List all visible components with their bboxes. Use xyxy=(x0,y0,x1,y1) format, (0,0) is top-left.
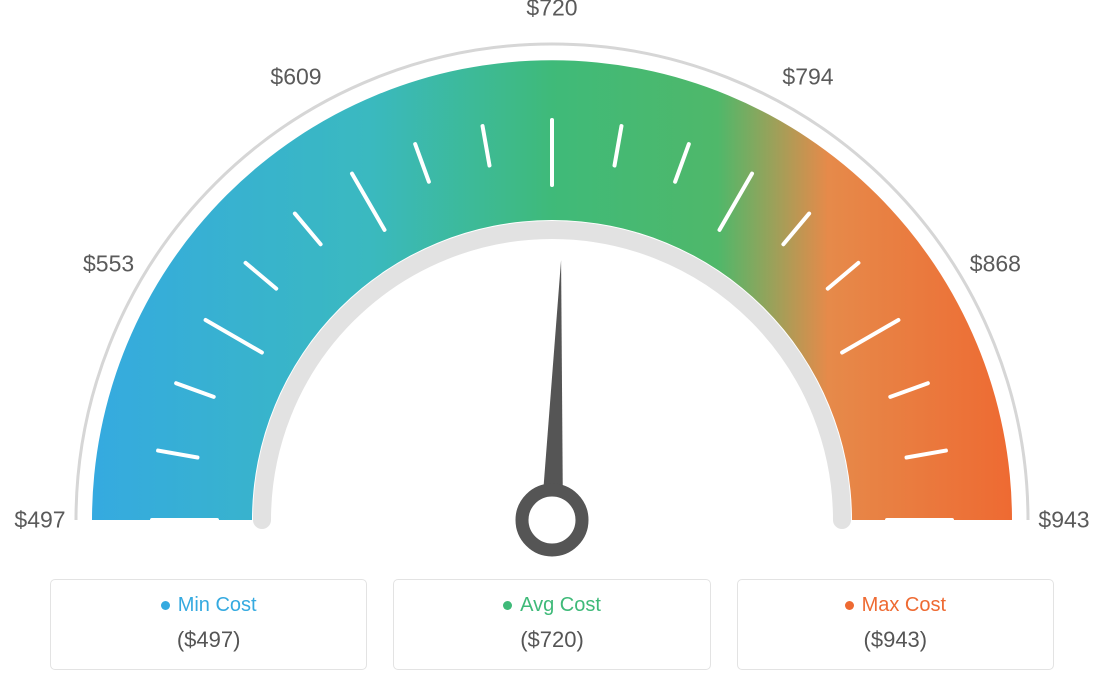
legend-value-max: ($943) xyxy=(748,627,1043,653)
gauge-tick-label: $943 xyxy=(1038,507,1089,534)
gauge-tick-label: $720 xyxy=(526,0,577,22)
gauge-svg xyxy=(0,0,1104,560)
legend-dot-avg xyxy=(503,601,512,610)
gauge-tick-label: $609 xyxy=(270,63,321,90)
gauge-tick-label: $868 xyxy=(970,251,1021,278)
legend-title-avg: Avg Cost xyxy=(503,594,601,617)
legend-card-avg: Avg Cost ($720) xyxy=(393,579,710,670)
legend-card-min: Min Cost ($497) xyxy=(50,579,367,670)
legend-label-avg: Avg Cost xyxy=(520,594,601,617)
gauge-tick-label: $794 xyxy=(782,63,833,90)
legend-value-min: ($497) xyxy=(61,627,356,653)
legend-dot-min xyxy=(161,601,170,610)
legend-value-avg: ($720) xyxy=(404,627,699,653)
gauge-tick-label: $553 xyxy=(83,251,134,278)
legend-dot-max xyxy=(845,601,854,610)
legend-label-min: Min Cost xyxy=(178,594,257,617)
legend-label-max: Max Cost xyxy=(862,594,946,617)
legend-title-min: Min Cost xyxy=(161,594,257,617)
cost-gauge-chart: $497 $553 $609 $720 $794 $868 $943 Min Cost ($… xyxy=(0,0,1104,690)
gauge-area: $497 $553 $609 $720 $794 $868 $943 xyxy=(0,0,1104,560)
gauge-tick-label: $497 xyxy=(14,507,65,534)
legend-title-max: Max Cost xyxy=(845,594,946,617)
legend-row: Min Cost ($497) Avg Cost ($720) Max Cost… xyxy=(0,579,1104,670)
legend-card-max: Max Cost ($943) xyxy=(737,579,1054,670)
